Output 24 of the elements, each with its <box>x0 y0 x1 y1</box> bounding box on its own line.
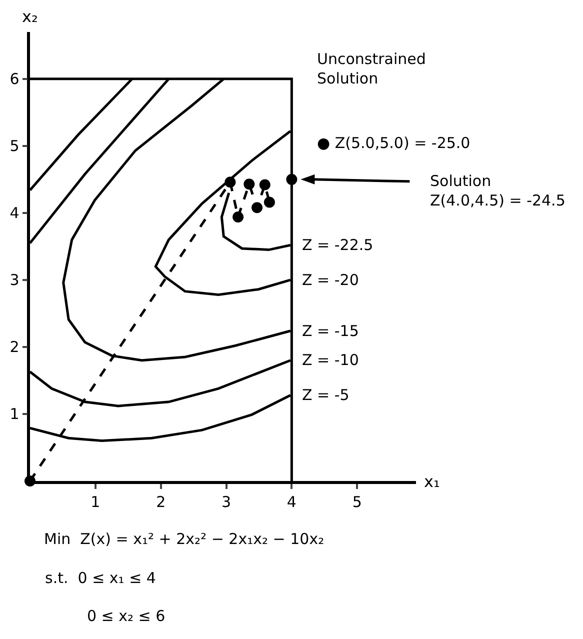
y-axis-title: x₂ <box>22 7 38 26</box>
y-tick-label: 2 <box>10 338 20 356</box>
x-tick-label: 3 <box>221 492 232 511</box>
x-axis-title: x₁ <box>424 472 440 491</box>
annotation: Unconstrained Solution <box>317 50 426 88</box>
y-tick-label: 4 <box>10 204 20 222</box>
y-tick-label: 1 <box>10 405 20 424</box>
series-label: Z = -22.5 <box>302 236 374 254</box>
x-tick-label: 5 <box>352 492 362 511</box>
y-tick-label: 3 <box>10 271 20 290</box>
series-label: Z = -10 <box>302 351 359 369</box>
text: s.t. 0 ≤ x₁ ≤ 4 <box>45 569 156 587</box>
series-label: Z = -5 <box>302 386 350 404</box>
annotation: ● Z(5.0,5.0) = -25.0 <box>317 134 470 152</box>
text: Min Z(x) = x₁² + 2x₂² − 2x₁x₂ − 10x₂ <box>44 530 324 548</box>
x-tick-label: 4 <box>286 492 296 511</box>
x-tick-label: 1 <box>90 492 100 511</box>
series-label: Z = -15 <box>302 322 359 340</box>
text: Solution Z(4.0,4.5) = -24.5 <box>430 172 566 210</box>
y-tick-label: 5 <box>10 137 20 156</box>
y-tick-label: 6 <box>10 70 20 88</box>
x-tick-label: 2 <box>156 492 166 511</box>
text: 0 ≤ x₂ ≤ 6 <box>87 607 166 625</box>
series-label: Z = -20 <box>302 271 359 289</box>
